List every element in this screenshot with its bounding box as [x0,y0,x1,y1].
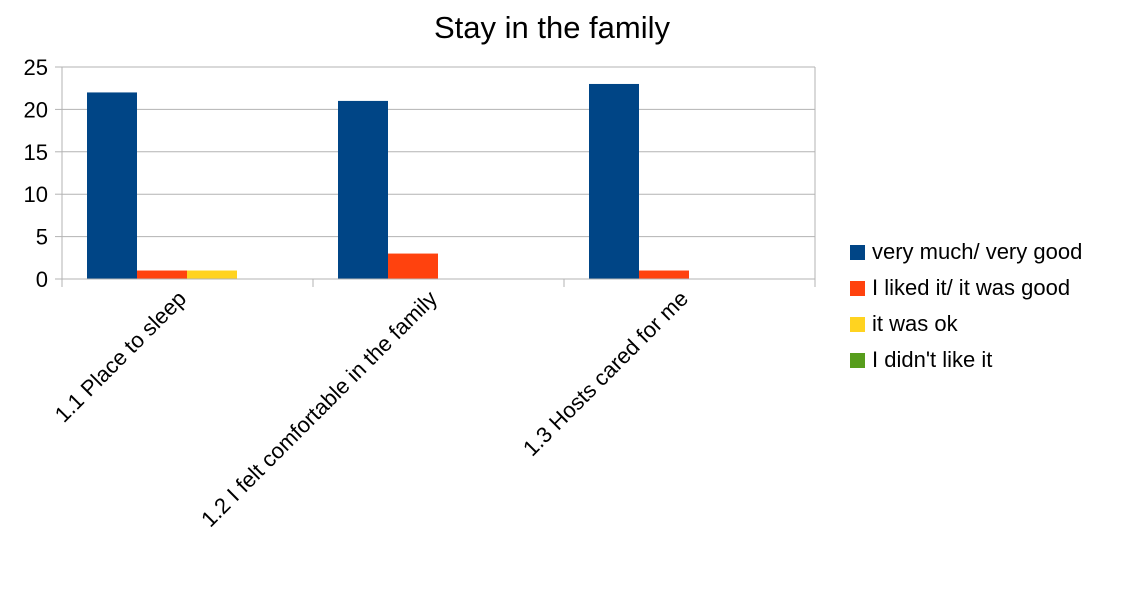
bar-1-3 [589,83,639,280]
legend-label: very much/ very good [872,239,1082,264]
legend-swatch [850,353,865,368]
legend-label: it was ok [872,311,959,336]
x-tick-label: 1.2 I felt comfortable in the family [196,286,442,532]
x-tick-label: 1.1 Place to sleep [50,286,191,427]
bar-2-3 [639,270,689,279]
legend: very much/ very good I liked it/ it was g… [850,239,1082,372]
bar-1-2 [338,100,388,279]
legend-swatch [850,317,865,332]
bar-2-1 [137,270,187,279]
bars [87,83,689,280]
bar-3-1 [187,270,237,279]
y-tick-label: 15 [24,140,48,165]
bar-1-1 [87,92,137,279]
gridlines [62,66,816,280]
legend-swatch [850,245,865,260]
chart-title: Stay in the family [434,10,671,45]
y-tick-label: 0 [36,267,48,292]
legend-label: I liked it/ it was good [872,275,1070,300]
bar-2-2 [388,253,438,279]
y-tick-label: 5 [36,225,48,250]
legend-swatch [850,281,865,296]
legend-label: I didn't like it [872,347,992,372]
axes: 0 5 10 15 20 25 1.1 Place to sleep 1.2 I felt c… [24,55,816,532]
x-tick-label: 1.3 Hosts cared for me [518,286,693,461]
y-tick-label: 20 [24,97,48,122]
y-tick-label: 25 [24,55,48,80]
y-tick-label: 10 [24,182,48,207]
